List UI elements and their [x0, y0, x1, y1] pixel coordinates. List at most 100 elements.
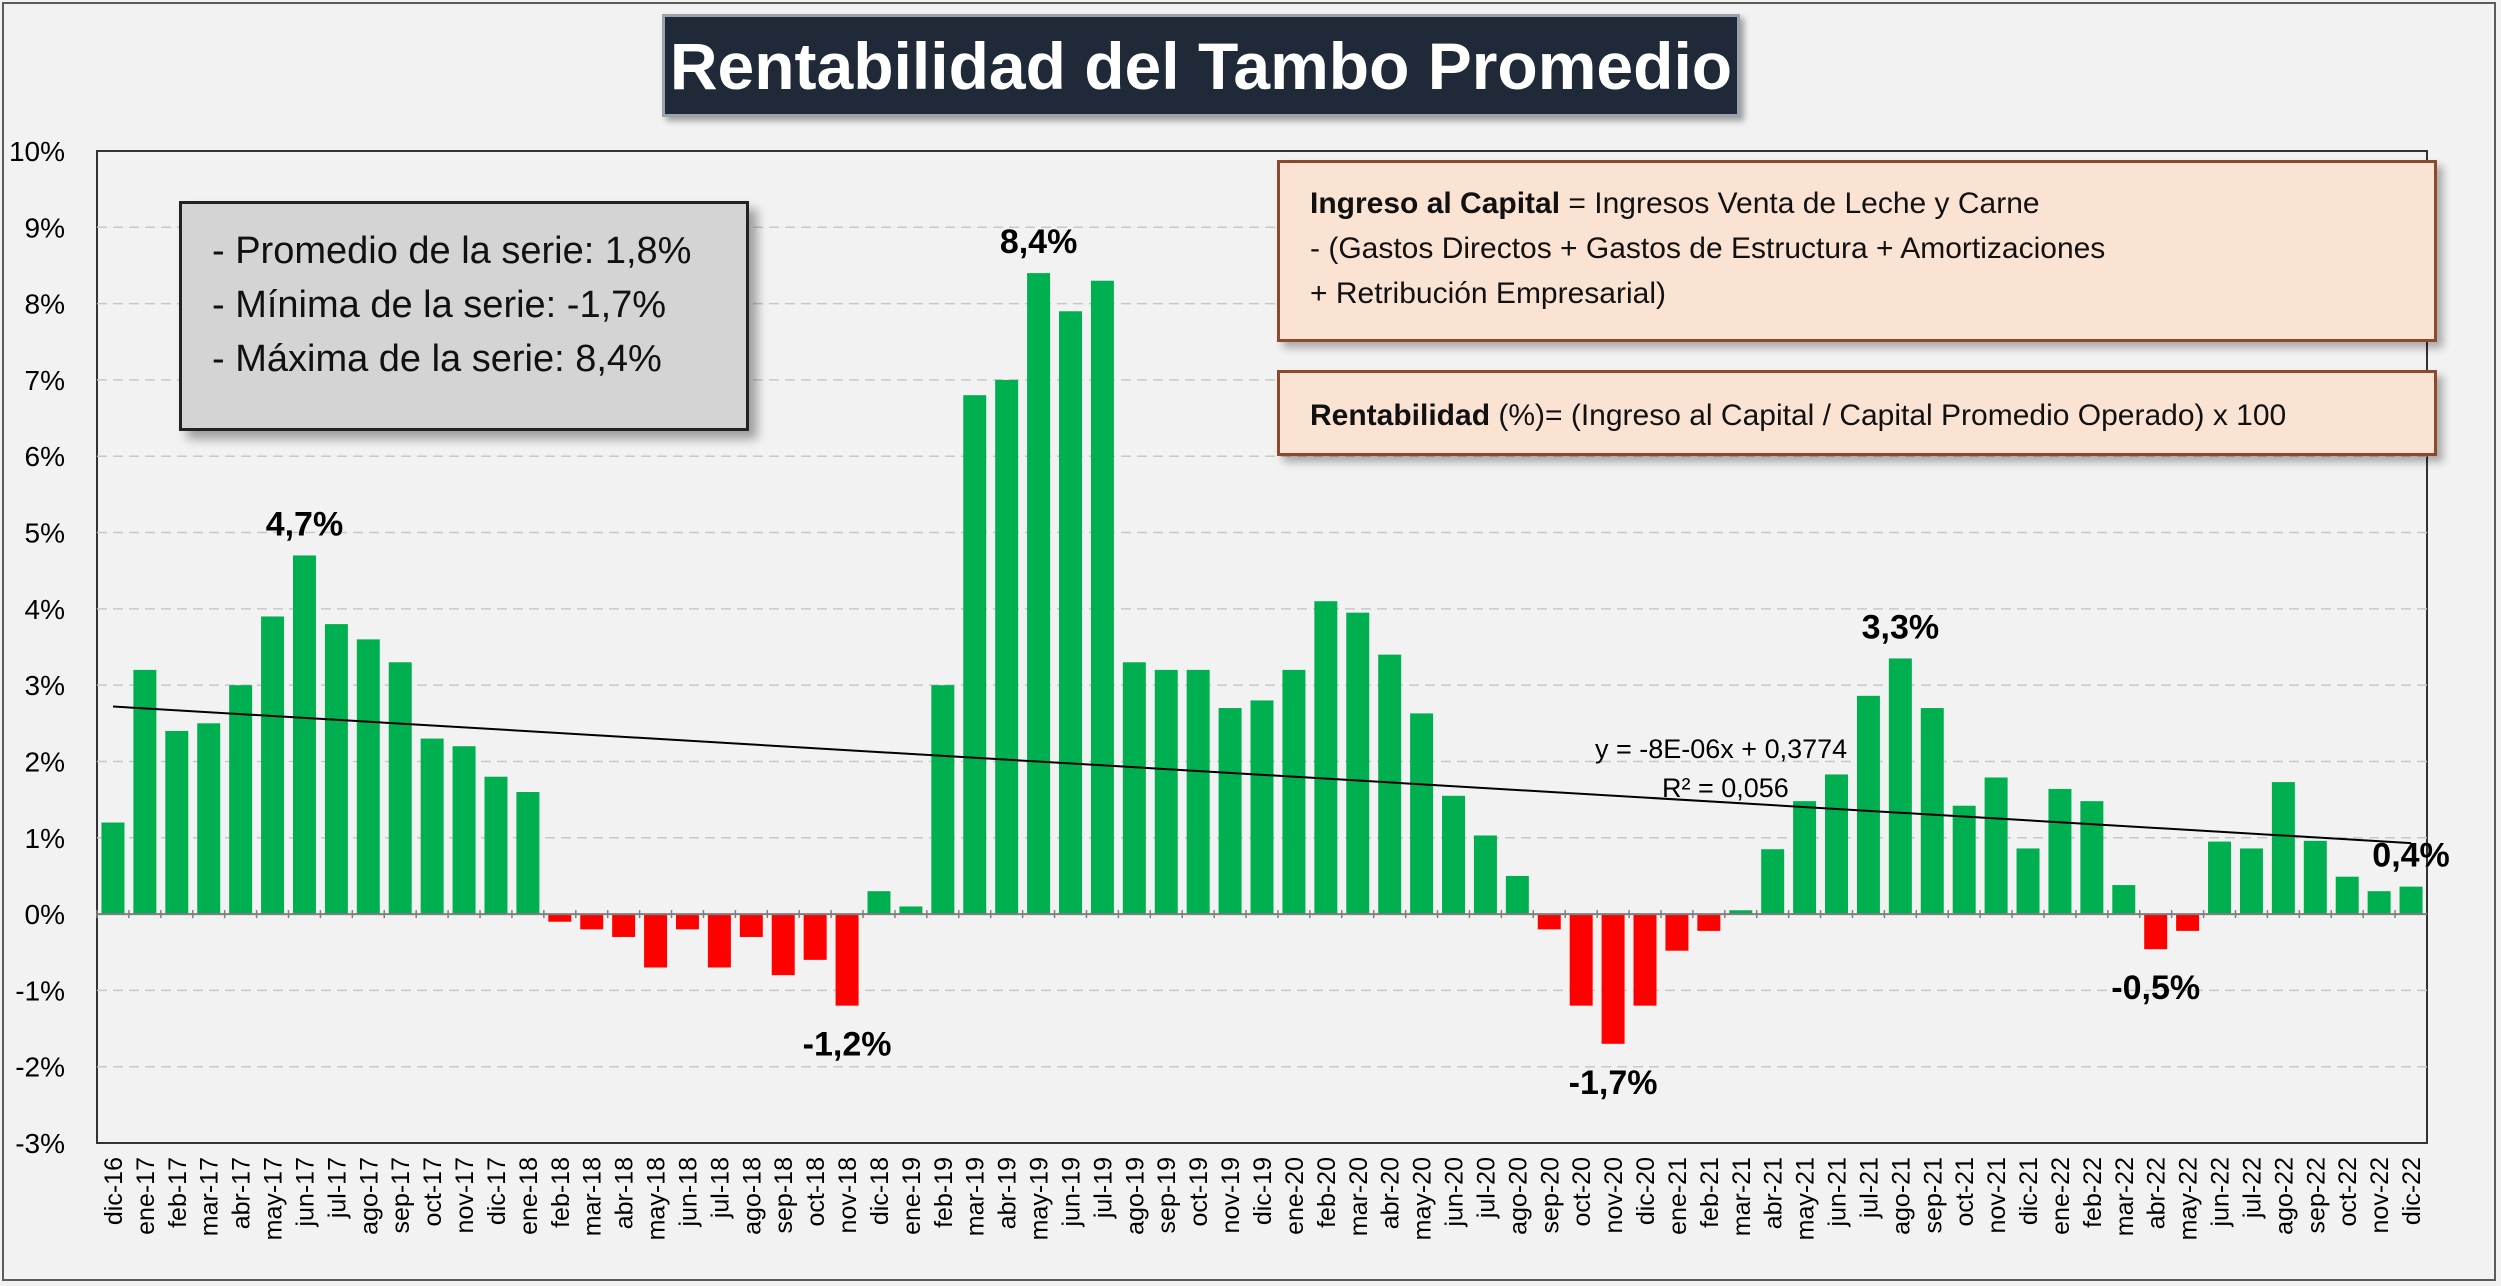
bar [899, 906, 923, 915]
bar [2176, 914, 2200, 931]
bar [1633, 914, 1657, 1006]
x-tick-label: ago-19 [1121, 1157, 1149, 1235]
x-tick-label: feb-20 [1313, 1157, 1341, 1228]
x-tick-label: jun-18 [674, 1157, 702, 1228]
bar [516, 791, 540, 915]
bar [2399, 886, 2423, 915]
bar [2080, 801, 2104, 915]
x-tick-label: mar-18 [579, 1157, 607, 1236]
bar [1027, 273, 1051, 915]
bar [1761, 849, 1785, 915]
data-label: -1,2% [803, 1026, 892, 1064]
x-tick-label: jul-18 [706, 1157, 734, 1219]
bar [1410, 713, 1434, 915]
bar [707, 914, 731, 968]
data-label: 0,4% [2372, 837, 2450, 875]
profitability-formula-term: Rentabilidad [1310, 399, 1491, 432]
bar [2303, 840, 2327, 915]
capital-formula-term: Ingreso al Capital [1310, 187, 1561, 220]
capital-formula-line1: Ingreso al Capital = Ingresos Venta de L… [1310, 181, 2434, 226]
x-tick-label: ene-22 [2047, 1157, 2075, 1235]
bar [1920, 708, 1944, 915]
bar [963, 395, 987, 915]
bar [229, 685, 253, 915]
x-tick-label: mar-19 [962, 1157, 990, 1236]
trend-r2: R² = 0,056 [1662, 773, 1789, 803]
data-labels: 4,7% 8,4% -1,2% -1,7% 3,3% -0,5% 0,4% [266, 223, 2450, 1102]
bar [1473, 835, 1497, 915]
y-tick-label: -1% [15, 975, 65, 1006]
bar [165, 730, 189, 915]
x-tick-label: oct-17 [419, 1157, 447, 1226]
y-tick-label: 10% [9, 136, 65, 167]
x-tick-label: feb-19 [930, 1157, 958, 1228]
bar [2208, 841, 2232, 915]
x-tick-label: ago-20 [1504, 1157, 1532, 1235]
capital-formula-line3: + Retribución Empresarial) [1310, 277, 1666, 310]
bar [1856, 695, 1880, 915]
x-tick-label: dic-18 [866, 1157, 894, 1225]
bar [292, 555, 316, 915]
bar [1442, 795, 1465, 915]
bar [1090, 280, 1114, 915]
x-tick-label: abr-18 [611, 1157, 639, 1229]
x-tick-label: feb-18 [547, 1157, 575, 1228]
bar [931, 685, 955, 915]
x-tick-label: abr-22 [2143, 1157, 2171, 1229]
bar [2335, 876, 2359, 915]
bar [867, 891, 891, 915]
y-tick-label: 0% [25, 899, 65, 930]
bar [2016, 848, 2040, 915]
x-tick-label: oct-19 [1185, 1157, 1213, 1226]
bar [995, 379, 1019, 915]
bar [739, 914, 763, 937]
x-tick-label: mar-22 [2111, 1157, 2139, 1236]
bar [1314, 601, 1338, 915]
x-tick-label: dic-21 [2015, 1157, 2043, 1225]
x-tick-label: ene-20 [1281, 1157, 1309, 1235]
bar [1154, 669, 1178, 915]
bar [2048, 788, 2072, 915]
x-tick-label: mar-17 [196, 1157, 224, 1236]
x-tick-label: jun-19 [1057, 1157, 1085, 1228]
data-label: -1,7% [1569, 1064, 1658, 1102]
x-tick-label: dic-16 [100, 1157, 128, 1225]
y-tick-label: 9% [25, 212, 65, 243]
capital-formula-box: Ingreso al Capital = Ingresos Venta de L… [1277, 160, 2437, 342]
data-label: -0,5% [2111, 969, 2200, 1007]
bar [1729, 910, 1753, 915]
y-tick-label: 1% [25, 823, 65, 854]
bar [133, 669, 157, 915]
bar [644, 914, 668, 968]
trend-line [112, 705, 2412, 845]
bar [835, 914, 859, 1006]
x-tick-label: ene-19 [898, 1157, 926, 1235]
chart-title: Rentabilidad del Tambo Promedio [662, 14, 1740, 117]
x-tick-label: jun-21 [1824, 1157, 1852, 1228]
x-tick-label: abr-21 [1760, 1157, 1788, 1229]
bar [324, 624, 348, 915]
bar [452, 746, 476, 915]
bar [2367, 891, 2391, 915]
bar [1282, 669, 1306, 915]
stat-minimum: - Mínima de la serie: -1,7% [212, 284, 667, 326]
x-tick-label: jul-19 [1089, 1157, 1117, 1219]
x-tick-label: oct-22 [2334, 1157, 2362, 1226]
bar [1601, 914, 1625, 1044]
x-tick-label: ago-21 [1887, 1157, 1915, 1235]
profitability-formula-definition: (%)= (Ingreso al Capital / Capital Prome… [1490, 399, 2287, 432]
x-tick-label: jun-22 [2207, 1157, 2235, 1228]
data-label: 3,3% [1862, 608, 1940, 646]
stat-average: - Promedio de la serie: 1,8% [212, 230, 692, 272]
x-tick-label: nov-17 [451, 1157, 479, 1233]
y-tick-label: 2% [25, 746, 65, 777]
capital-formula-definition: = Ingresos Venta de Leche y Carne [1560, 187, 2040, 220]
bar [675, 914, 699, 930]
x-tick-label: feb-21 [1696, 1157, 1724, 1228]
x-tick-label: abr-19 [994, 1157, 1022, 1229]
x-tick-label: sep-19 [1153, 1157, 1181, 1233]
x-tick-label: jul-22 [2238, 1157, 2266, 1219]
x-tick-label: jul-17 [323, 1157, 351, 1219]
x-tick-label: feb-17 [164, 1157, 192, 1228]
x-tick-label: abr-17 [228, 1157, 256, 1229]
